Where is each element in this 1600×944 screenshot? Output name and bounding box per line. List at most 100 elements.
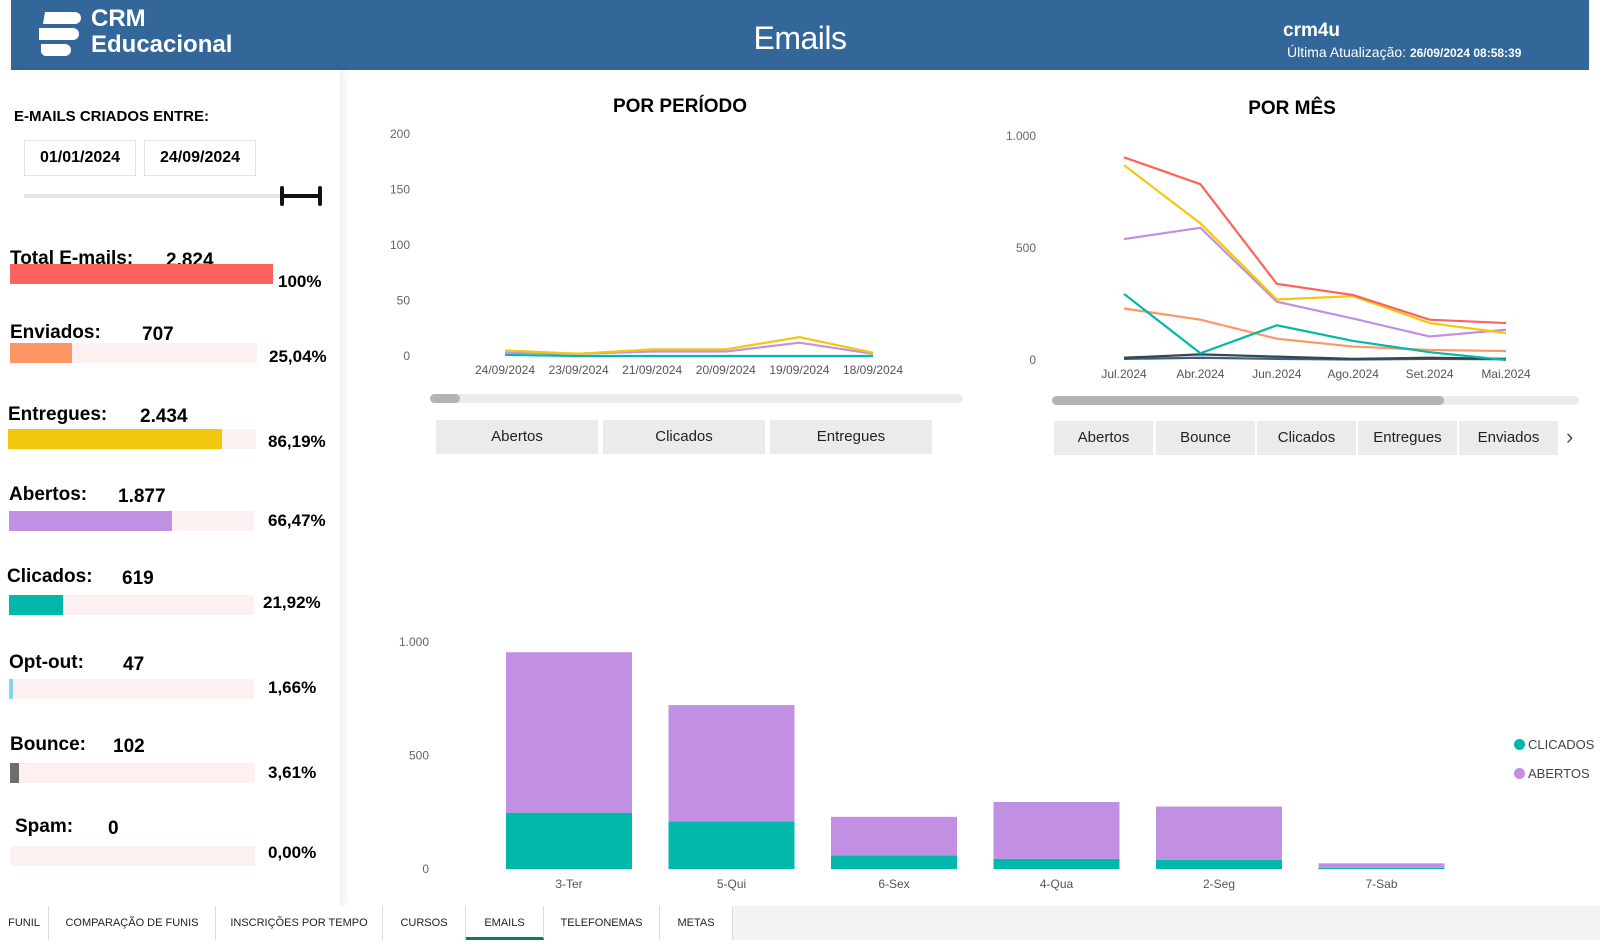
x-tick-label: 2-Seg <box>1203 877 1235 891</box>
start-date-input[interactable]: 01/01/2024 <box>24 140 136 176</box>
metric-percent: 86,19% <box>268 432 326 451</box>
series-line-bounce <box>1123 353 1507 360</box>
month-chart-title: POR MÊS <box>1248 98 1336 119</box>
metric-percent: 100% <box>278 272 322 291</box>
metric-value: 102 <box>113 736 145 757</box>
metric-bar-fill <box>8 429 222 449</box>
period-legend-button-entregues[interactable]: Entregues <box>770 420 932 454</box>
brand-line-1: CRM <box>91 5 146 32</box>
tab-cursos[interactable]: CURSOS <box>383 906 466 940</box>
tab-inscrições-por-tempo[interactable]: INSCRIÇÕES POR TEMPO <box>216 906 383 940</box>
bar-abertos <box>668 705 795 822</box>
tab-funil[interactable]: FUNIL <box>0 906 49 940</box>
date-filter-title: E-MAILS CRIADOS ENTRE: <box>14 108 209 125</box>
brand-line-2: Educacional <box>91 31 233 58</box>
metric-bar-fill <box>10 264 273 284</box>
tab-comparação-de-funis[interactable]: COMPARAÇÃO DE FUNIS <box>49 906 216 940</box>
x-tick-label: Jul.2024 <box>1101 367 1147 381</box>
tab-metas[interactable]: METAS <box>660 906 733 940</box>
y-tick-label: 500 <box>1016 241 1036 255</box>
metric-value: 47 <box>123 654 145 675</box>
x-tick-label: 23/09/2024 <box>549 363 609 377</box>
x-tick-label: 21/09/2024 <box>622 363 682 377</box>
last-update-label: Última Atualização: <box>1287 44 1407 60</box>
metric-label: Opt-out: <box>9 652 84 673</box>
tab-emails[interactable]: EMAILS <box>466 906 544 940</box>
x-tick-label: Jun.2024 <box>1252 367 1302 381</box>
tab-telefonemas[interactable]: TELEFONEMAS <box>544 906 660 940</box>
end-date-input[interactable]: 24/09/2024 <box>144 140 256 176</box>
series-line-total <box>1123 156 1507 325</box>
month-legend-button-entregues[interactable]: Entregues <box>1358 421 1457 455</box>
header-bar: CRM Educacional Emails crm4u Última Atua… <box>11 0 1589 70</box>
slider-handle-icon[interactable] <box>280 186 324 206</box>
y-tick-label: 1.000 <box>1006 129 1036 143</box>
metric-value: 707 <box>142 324 174 345</box>
x-tick-label: Ago.2024 <box>1328 367 1380 381</box>
last-update: Última Atualização: 26/09/2024 08:58:39 <box>1287 44 1521 60</box>
metric-label: Bounce: <box>10 734 86 755</box>
metric-bar-track <box>9 511 254 531</box>
x-tick-label: Mai.2024 <box>1481 367 1531 381</box>
metric-label: Clicados: <box>7 566 93 587</box>
month-scroll-thumb[interactable] <box>1052 396 1444 405</box>
x-tick-label: 3-Ter <box>555 877 582 891</box>
metric-bar-fill <box>9 679 14 699</box>
metric-value: 619 <box>122 568 154 589</box>
bar-clicados <box>668 821 795 869</box>
x-tick-label: 5-Qui <box>717 877 746 891</box>
weekday-stacked-bar-chart: 1.000 500 0 3-Ter 5-Qui 6-Sex 4-Qua 2-Seg 7-Sab <box>399 635 1445 891</box>
bar-abertos <box>831 816 957 856</box>
metric-bar-fill <box>10 343 72 363</box>
metric-percent: 21,92% <box>263 593 321 612</box>
period-scroll-thumb[interactable] <box>430 394 460 403</box>
series-line-entregues <box>1123 164 1507 335</box>
metric-bar-track <box>8 429 256 449</box>
series-line-enviados <box>1123 307 1507 353</box>
series-line-entregues <box>504 336 874 355</box>
abertos-dot-icon <box>1514 768 1525 779</box>
clicados-dot-icon <box>1514 739 1525 750</box>
metric-label: Enviados: <box>10 322 101 343</box>
month-legend-button-abertos[interactable]: Abertos <box>1054 421 1153 455</box>
series-line-clicados <box>504 353 873 358</box>
month-line-chart: 1.000 500 0 Jul.2024 Abr.2024 Jun.2024 Ago.202… <box>1006 129 1531 381</box>
page-title: Emails <box>753 20 847 56</box>
metric-value: 0 <box>108 818 119 839</box>
period-legend-button-abertos[interactable]: Abertos <box>436 420 598 454</box>
metric-value: 2.434 <box>140 406 188 427</box>
report-tab-bar: FUNIL COMPARAÇÃO DE FUNIS INSCRIÇÕES POR T… <box>0 906 1600 940</box>
x-tick-label: 20/09/2024 <box>696 363 756 377</box>
series-line-abertos <box>1123 226 1507 338</box>
metric-percent: 0,00% <box>268 843 317 862</box>
month-legend-button-bounce[interactable]: Bounce <box>1156 421 1255 455</box>
metric-bar-track <box>10 343 257 363</box>
y-tick-label: 0 <box>422 862 429 876</box>
metric-percent: 1,66% <box>268 678 317 697</box>
metric-label: Entregues: <box>8 404 108 425</box>
y-tick-label: 1.000 <box>399 635 429 649</box>
y-tick-label: 100 <box>390 238 410 252</box>
bar-abertos <box>1156 806 1282 860</box>
x-tick-label: Abr.2024 <box>1176 367 1224 381</box>
period-legend-button-clicados[interactable]: Clicados <box>603 420 765 454</box>
metric-percent: 3,61% <box>268 763 317 782</box>
date-range-slider[interactable] <box>24 194 322 198</box>
period-chart-scrollbar[interactable] <box>430 394 963 403</box>
month-legend-button-enviados[interactable]: Enviados <box>1459 421 1558 455</box>
metric-bar-track <box>9 595 254 615</box>
x-tick-label: 19/09/2024 <box>769 363 829 377</box>
metric-label: Total E-mails: <box>10 248 134 269</box>
series-line-clicados <box>1123 293 1507 362</box>
legend-clicados-label: CLICADOS <box>1528 737 1595 752</box>
period-chart-title: POR PERÍODO <box>612 96 748 117</box>
crm-logo-icon <box>39 12 81 56</box>
bar-abertos <box>993 802 1120 859</box>
legend-next-icon[interactable]: › <box>1566 424 1574 449</box>
x-tick-label: 18/09/2024 <box>843 363 903 377</box>
legend-clicados: CLICADOS <box>1514 737 1594 752</box>
metric-label: Abertos: <box>9 484 88 505</box>
month-chart-scrollbar[interactable] <box>1052 396 1579 405</box>
bar-clicados <box>1318 867 1445 869</box>
month-legend-button-clicados[interactable]: Clicados <box>1257 421 1356 455</box>
